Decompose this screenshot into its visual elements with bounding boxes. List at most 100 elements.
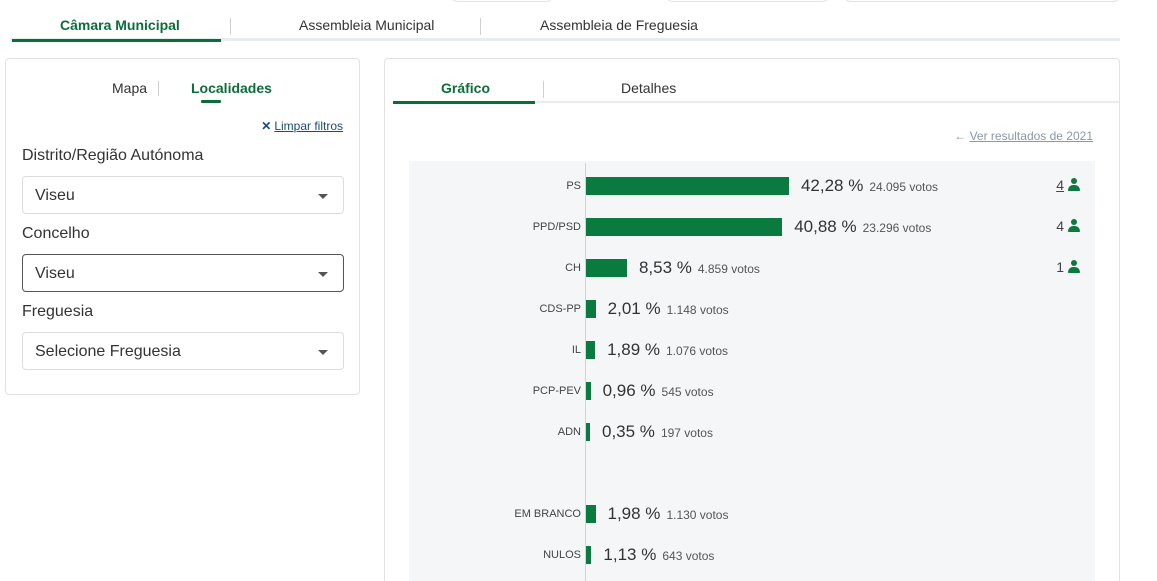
result-value: 2,01 % 1.148 votos xyxy=(608,299,729,319)
votes-label: 4.859 votos xyxy=(697,262,760,276)
party-label: PPD/PSD xyxy=(532,221,581,233)
seats-number: 4 xyxy=(1056,218,1064,234)
party-label: IL xyxy=(571,344,581,356)
seats-count[interactable]: 4 xyxy=(1040,177,1080,193)
previous-results-link[interactable]: ← Ver resultados de 2021 xyxy=(954,129,1093,143)
result-value: 40,88 % 23.296 votos xyxy=(794,217,931,237)
party-label: CDS-PP xyxy=(539,303,581,315)
district-value: Viseu xyxy=(35,187,75,204)
person-icon xyxy=(1068,260,1080,273)
votes-label: 23.296 votos xyxy=(862,221,932,235)
result-bar xyxy=(586,546,592,564)
votes-label: 545 votos xyxy=(661,385,714,399)
result-row: CH 8,53 % 4.859 votos 1 xyxy=(0,258,1157,278)
chevron-down-icon xyxy=(318,350,328,355)
tab-separator xyxy=(543,81,544,98)
result-row: ADN 0,35 % 197 votos xyxy=(0,422,1157,442)
percent-label: 0,96 % xyxy=(602,381,656,400)
percent-label: 0,35 % xyxy=(602,422,655,441)
result-bar xyxy=(586,423,590,441)
percent-label: 40,88 % xyxy=(794,217,857,236)
municipality-value: Viseu xyxy=(35,265,75,282)
municipality-select[interactable]: Viseu xyxy=(22,254,344,292)
result-value: 8,53 % 4.859 votos xyxy=(639,258,760,278)
result-row: PPD/PSD 40,88 % 23.296 votos 4 xyxy=(0,217,1157,237)
result-bar xyxy=(586,505,596,523)
tabs-baseline xyxy=(393,101,1119,103)
chevron-down-icon xyxy=(318,194,328,199)
district-select[interactable]: Viseu xyxy=(22,176,344,214)
percent-label: 1,13 % xyxy=(603,545,657,564)
arrow-left-icon: ← xyxy=(954,129,970,143)
active-tab-underline xyxy=(393,101,535,104)
active-tab-underline xyxy=(201,100,221,103)
party-label: NULOS xyxy=(543,549,581,561)
percent-label: 1,98 % xyxy=(607,504,661,523)
result-value: 1,98 % 1.130 votos xyxy=(608,504,729,524)
result-value: 0,35 % 197 votos xyxy=(602,422,713,442)
district-label: Distrito/Região Autónoma xyxy=(22,147,204,164)
votes-label: 1.148 votos xyxy=(666,303,729,317)
percent-label: 1,89 % xyxy=(607,340,660,359)
tab-separator xyxy=(158,81,159,96)
chart-axis xyxy=(585,163,586,581)
parish-label: Freguesia xyxy=(22,303,94,320)
result-bar xyxy=(586,177,789,195)
votes-label: 24.095 votos xyxy=(869,180,939,194)
result-value: 42,28 % 24.095 votos xyxy=(801,176,938,196)
result-bar xyxy=(586,218,783,236)
active-tab-underline xyxy=(12,39,221,42)
result-row: CDS-PP 2,01 % 1.148 votos xyxy=(0,299,1157,319)
percent-label: 2,01 % xyxy=(607,299,661,318)
votes-label: 643 votos xyxy=(662,549,715,563)
tab-localidades[interactable]: Localidades xyxy=(191,80,272,96)
filter-panel: Mapa Localidades ✕ Limpar filtros Distrit… xyxy=(5,58,360,395)
seats-number: 1 xyxy=(1056,259,1064,275)
tab-camara-municipal[interactable]: Câmara Municipal xyxy=(60,17,180,33)
tabs-baseline xyxy=(10,38,1120,41)
parish-select[interactable]: Selecione Freguesia xyxy=(22,332,344,370)
clear-filters-label: Limpar filtros xyxy=(274,119,343,133)
previous-results-label: Ver resultados de 2021 xyxy=(969,129,1093,143)
result-value: 1,89 % 1.076 votos xyxy=(607,340,728,360)
tab-assembleia-freguesia[interactable]: Assembleia de Freguesia xyxy=(540,17,698,33)
clear-filters-link[interactable]: ✕ Limpar filtros xyxy=(261,119,343,133)
seats-number: 4 xyxy=(1056,177,1064,193)
result-row: IL 1,89 % 1.076 votos xyxy=(0,340,1157,360)
result-row: PCP-PEV 0,96 % 545 votos xyxy=(0,381,1157,401)
tab-separator xyxy=(230,18,231,35)
result-value: 0,96 % 545 votos xyxy=(603,381,714,401)
seats-count: 1 xyxy=(1040,259,1080,275)
percent-label: 42,28 % xyxy=(800,176,864,195)
seats-count: 4 xyxy=(1040,218,1080,234)
result-value: 1,13 % 643 votos xyxy=(603,545,714,565)
votes-label: 1.130 votos xyxy=(666,508,729,522)
parish-value: Selecione Freguesia xyxy=(35,343,181,360)
votes-label: 197 votos xyxy=(660,426,713,440)
person-icon xyxy=(1068,219,1080,232)
election-type-tabs: Câmara Municipal Assembleia Municipal As… xyxy=(0,0,1120,42)
tab-mapa[interactable]: Mapa xyxy=(112,80,148,96)
result-row: PS 42,28 % 24.095 votos 4 xyxy=(0,176,1157,196)
party-label: PCP-PEV xyxy=(532,385,581,397)
tab-detalhes[interactable]: Detalhes xyxy=(621,80,677,96)
party-label: PS xyxy=(566,180,581,192)
result-row: EM BRANCO 1,98 % 1.130 votos xyxy=(0,504,1157,524)
result-bar xyxy=(586,382,591,400)
tab-separator xyxy=(480,18,481,35)
result-bar xyxy=(586,300,596,318)
person-icon xyxy=(1068,178,1080,191)
tab-assembleia-municipal[interactable]: Assembleia Municipal xyxy=(299,17,435,33)
votes-label: 1.076 votos xyxy=(666,344,729,358)
close-icon: ✕ xyxy=(261,119,272,133)
chevron-down-icon xyxy=(318,272,328,277)
tab-grafico[interactable]: Gráfico xyxy=(441,80,491,96)
party-label: CH xyxy=(565,262,581,274)
party-label: EM BRANCO xyxy=(514,508,581,520)
municipality-label: Concelho xyxy=(22,225,90,242)
percent-label: 8,53 % xyxy=(638,258,692,277)
result-bar xyxy=(586,259,627,277)
results-panel: Gráfico Detalhes ← Ver resultados de 202… xyxy=(384,58,1120,581)
party-label: ADN xyxy=(557,426,581,438)
